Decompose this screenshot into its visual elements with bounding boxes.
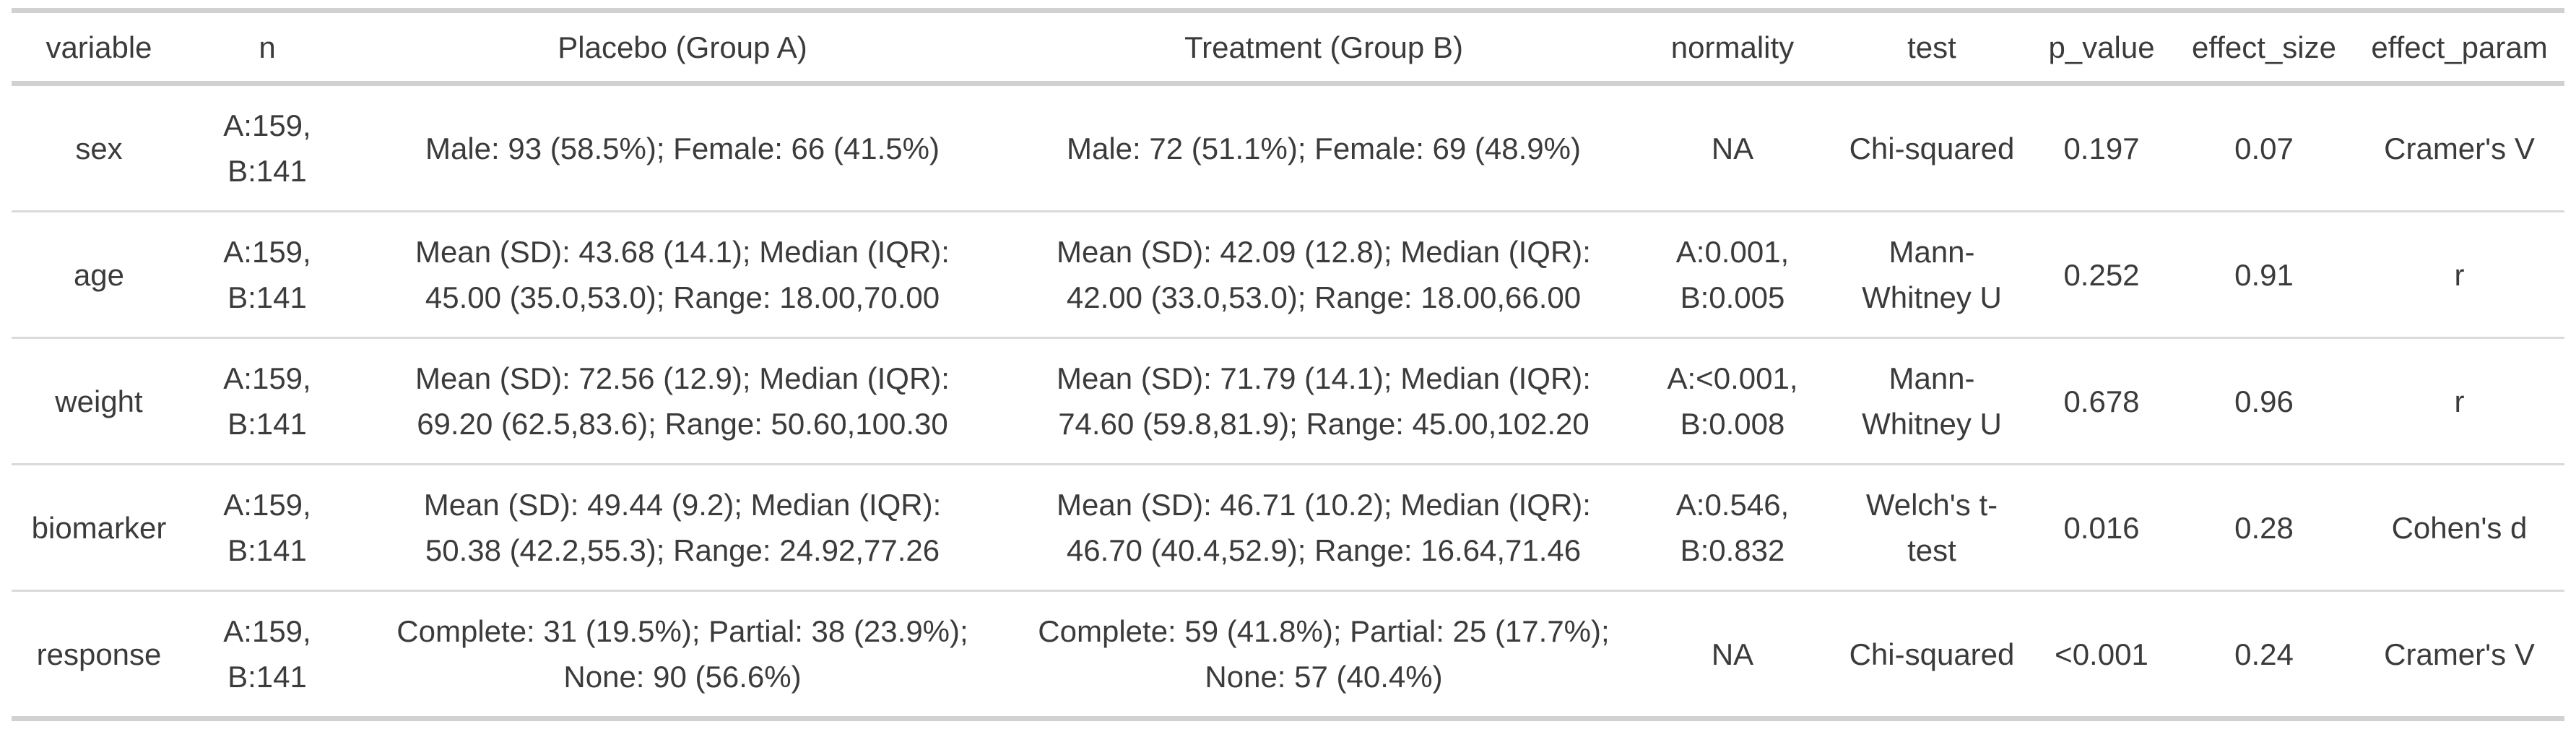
col-header-test: test — [1834, 8, 2029, 86]
cell-age-variable: age — [12, 211, 186, 339]
table-row-sex: sex A:159, B:141 Male: 93 (58.5%); Femal… — [12, 83, 2564, 212]
table-row-weight: weight A:159, B:141 Mean (SD): 72.56 (12… — [12, 337, 2564, 465]
header-row: variable n Placebo (Group A) Treatment (… — [12, 8, 2564, 86]
col-header-effect-param: effect_param — [2354, 8, 2564, 86]
cell-weight-normality: A:<0.001, B:0.008 — [1631, 337, 1834, 465]
cell-biomarker-effect-size: 0.28 — [2174, 464, 2354, 592]
col-header-variable: variable — [12, 8, 186, 86]
col-header-treatment: Treatment (Group B) — [1017, 8, 1631, 86]
cell-sex-normality: NA — [1631, 83, 1834, 212]
cell-age-n: A:159, B:141 — [186, 211, 348, 339]
cell-response-effect-size: 0.24 — [2174, 590, 2354, 721]
cell-sex-variable: sex — [12, 83, 186, 212]
col-header-n: n — [186, 8, 348, 86]
cell-biomarker-placebo: Mean (SD): 49.44 (9.2); Median (IQR): 50… — [348, 464, 1017, 592]
cell-sex-effect-size: 0.07 — [2174, 83, 2354, 212]
col-header-placebo: Placebo (Group A) — [348, 8, 1017, 86]
cell-weight-treatment: Mean (SD): 71.79 (14.1); Median (IQR): 7… — [1017, 337, 1631, 465]
table-row-biomarker: biomarker A:159, B:141 Mean (SD): 49.44 … — [12, 464, 2564, 592]
cell-biomarker-effect-param: Cohen's d — [2354, 464, 2564, 592]
cell-response-normality: NA — [1631, 590, 1834, 721]
cell-response-placebo: Complete: 31 (19.5%); Partial: 38 (23.9%… — [348, 590, 1017, 721]
col-header-effect-size: effect_size — [2174, 8, 2354, 86]
cell-biomarker-test: Welch's t- test — [1834, 464, 2029, 592]
cell-age-effect-param: r — [2354, 211, 2564, 339]
cell-response-n: A:159, B:141 — [186, 590, 348, 721]
table-row-response: response A:159, B:141 Complete: 31 (19.5… — [12, 590, 2564, 721]
cell-age-placebo: Mean (SD): 43.68 (14.1); Median (IQR): 4… — [348, 211, 1017, 339]
cell-sex-effect-param: Cramer's V — [2354, 83, 2564, 212]
statistical-summary-table-container: variable n Placebo (Group A) Treatment (… — [12, 8, 2564, 721]
col-header-p-value: p_value — [2029, 8, 2174, 86]
cell-age-p-value: 0.252 — [2029, 211, 2174, 339]
cell-weight-placebo: Mean (SD): 72.56 (12.9); Median (IQR): 6… — [348, 337, 1017, 465]
cell-weight-n: A:159, B:141 — [186, 337, 348, 465]
cell-age-test: Mann- Whitney U — [1834, 211, 2029, 339]
cell-weight-test: Mann- Whitney U — [1834, 337, 2029, 465]
cell-weight-effect-param: r — [2354, 337, 2564, 465]
cell-response-treatment: Complete: 59 (41.8%); Partial: 25 (17.7%… — [1017, 590, 1631, 721]
table-row-age: age A:159, B:141 Mean (SD): 43.68 (14.1)… — [12, 211, 2564, 339]
cell-biomarker-normality: A:0.546, B:0.832 — [1631, 464, 1834, 592]
cell-response-test: Chi-squared — [1834, 590, 2029, 721]
cell-biomarker-treatment: Mean (SD): 46.71 (10.2); Median (IQR): 4… — [1017, 464, 1631, 592]
cell-age-treatment: Mean (SD): 42.09 (12.8); Median (IQR): 4… — [1017, 211, 1631, 339]
cell-sex-treatment: Male: 72 (51.1%); Female: 69 (48.9%) — [1017, 83, 1631, 212]
cell-weight-p-value: 0.678 — [2029, 337, 2174, 465]
cell-age-effect-size: 0.91 — [2174, 211, 2354, 339]
cell-response-p-value: <0.001 — [2029, 590, 2174, 721]
cell-response-variable: response — [12, 590, 186, 721]
cell-biomarker-n: A:159, B:141 — [186, 464, 348, 592]
cell-biomarker-p-value: 0.016 — [2029, 464, 2174, 592]
cell-sex-p-value: 0.197 — [2029, 83, 2174, 212]
cell-biomarker-variable: biomarker — [12, 464, 186, 592]
col-header-normality: normality — [1631, 8, 1834, 86]
cell-sex-placebo: Male: 93 (58.5%); Female: 66 (41.5%) — [348, 83, 1017, 212]
statistical-summary-table: variable n Placebo (Group A) Treatment (… — [12, 8, 2564, 721]
cell-sex-n: A:159, B:141 — [186, 83, 348, 212]
cell-age-normality: A:0.001, B:0.005 — [1631, 211, 1834, 339]
cell-response-effect-param: Cramer's V — [2354, 590, 2564, 721]
cell-weight-effect-size: 0.96 — [2174, 337, 2354, 465]
cell-sex-test: Chi-squared — [1834, 83, 2029, 212]
cell-weight-variable: weight — [12, 337, 186, 465]
